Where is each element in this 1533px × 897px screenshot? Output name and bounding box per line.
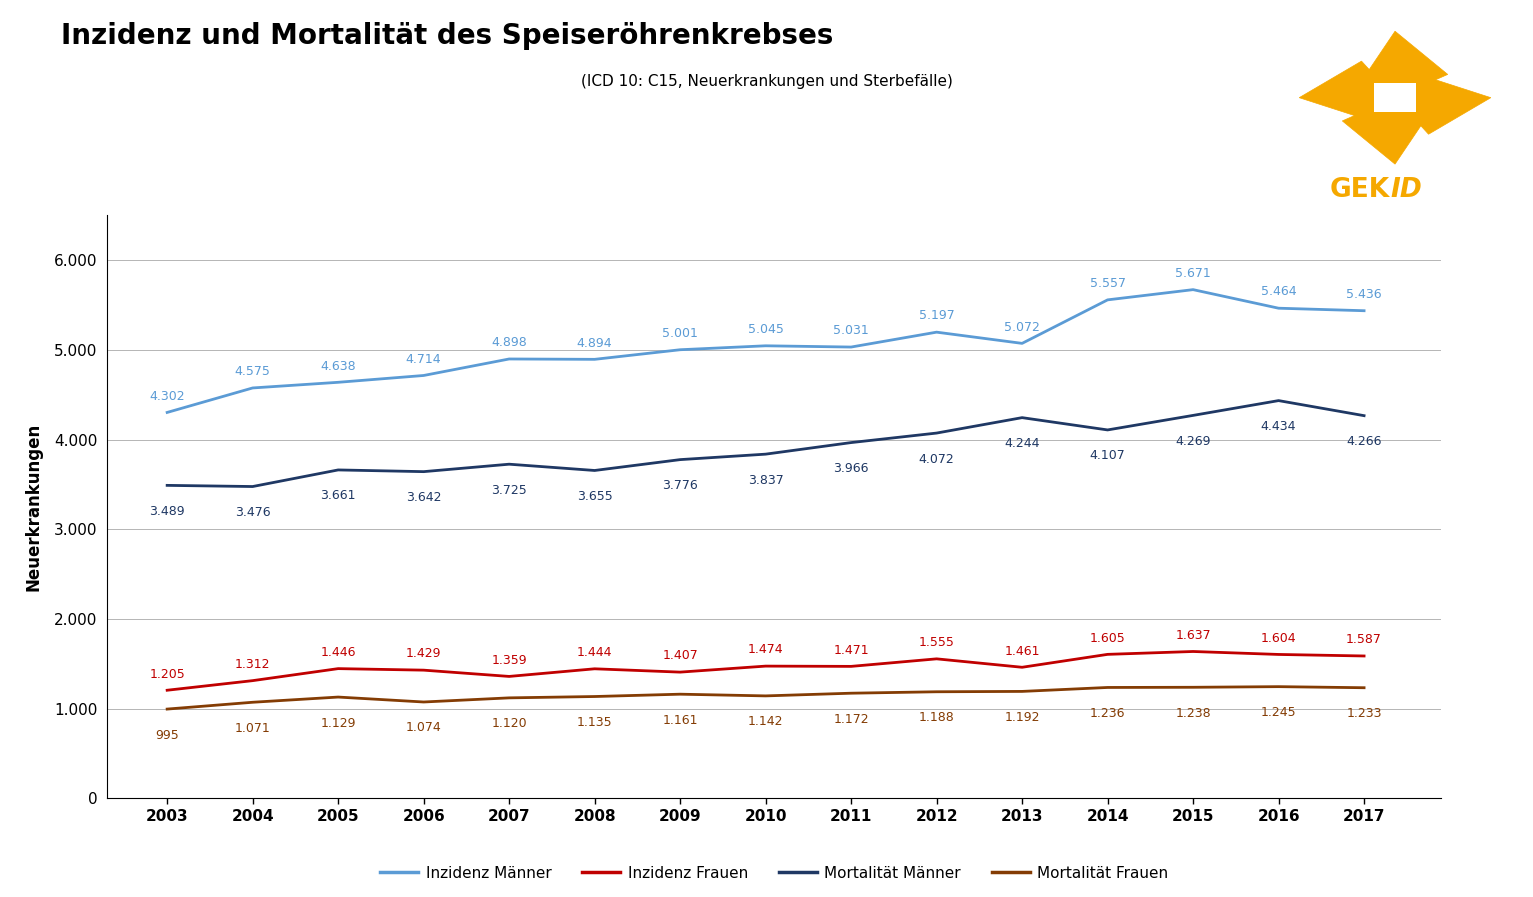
Text: 5.557: 5.557 (1090, 277, 1125, 290)
Text: 1.188: 1.188 (918, 711, 955, 724)
Text: 3.489: 3.489 (149, 505, 185, 518)
Text: 1.074: 1.074 (406, 721, 442, 735)
Text: 1.120: 1.120 (491, 718, 527, 730)
Text: 3.661: 3.661 (320, 490, 356, 502)
Polygon shape (1343, 98, 1429, 164)
Text: 4.898: 4.898 (491, 336, 527, 349)
Text: 1.446: 1.446 (320, 646, 356, 659)
Text: 5.671: 5.671 (1176, 267, 1211, 280)
Text: 1.142: 1.142 (748, 715, 783, 728)
Text: 1.555: 1.555 (918, 636, 955, 649)
Text: 1.071: 1.071 (235, 722, 270, 735)
Text: 3.776: 3.776 (662, 479, 698, 492)
Polygon shape (1374, 83, 1416, 112)
Text: 3.476: 3.476 (235, 506, 270, 519)
Text: 4.266: 4.266 (1346, 435, 1381, 448)
Text: 4.244: 4.244 (1004, 437, 1039, 450)
Text: Inzidenz und Mortalität des Speiseröhrenkrebses: Inzidenz und Mortalität des Speiseröhren… (61, 22, 834, 50)
Text: (ICD 10: C15, Neuerkrankungen und Sterbefälle): (ICD 10: C15, Neuerkrankungen und Sterbe… (581, 74, 952, 89)
Text: 1.587: 1.587 (1346, 633, 1383, 646)
Text: 4.894: 4.894 (576, 336, 613, 350)
Text: 1.637: 1.637 (1176, 629, 1211, 641)
Text: 1.238: 1.238 (1176, 707, 1211, 719)
Text: 1.192: 1.192 (1004, 710, 1039, 724)
Text: 4.575: 4.575 (235, 365, 271, 379)
Text: 3.655: 3.655 (576, 490, 613, 503)
Text: 1.605: 1.605 (1090, 631, 1125, 645)
Text: 3.837: 3.837 (748, 474, 783, 486)
Text: 5.001: 5.001 (662, 327, 698, 340)
Text: 1.474: 1.474 (748, 643, 783, 657)
Text: 1.461: 1.461 (1004, 645, 1039, 658)
Text: 4.269: 4.269 (1176, 435, 1211, 448)
Text: 5.436: 5.436 (1346, 288, 1381, 301)
Text: 1.205: 1.205 (149, 667, 185, 681)
Text: 1.233: 1.233 (1346, 707, 1381, 720)
Text: 4.714: 4.714 (406, 353, 442, 366)
Text: 3.966: 3.966 (834, 462, 869, 475)
Text: 5.197: 5.197 (918, 309, 955, 322)
Text: 4.107: 4.107 (1090, 449, 1125, 462)
Legend: Inzidenz Männer, Inzidenz Frauen, Mortalität Männer, Mortalität Frauen: Inzidenz Männer, Inzidenz Frauen, Mortal… (374, 859, 1174, 887)
Text: 1.359: 1.359 (491, 654, 527, 666)
Text: 4.638: 4.638 (320, 360, 356, 372)
Text: 5.031: 5.031 (834, 325, 869, 337)
Text: 5.072: 5.072 (1004, 320, 1039, 334)
Polygon shape (1395, 74, 1490, 135)
Text: 1.604: 1.604 (1260, 631, 1297, 645)
Polygon shape (1361, 31, 1447, 98)
Polygon shape (1298, 61, 1395, 121)
Text: 1.444: 1.444 (576, 646, 612, 659)
Text: 5.464: 5.464 (1260, 285, 1297, 299)
Text: 1.135: 1.135 (576, 716, 613, 729)
Text: 5.045: 5.045 (748, 323, 783, 336)
Text: 1.471: 1.471 (834, 644, 869, 657)
Y-axis label: Neuerkrankungen: Neuerkrankungen (25, 422, 43, 591)
Text: 4.434: 4.434 (1260, 420, 1297, 433)
Text: GEK: GEK (1331, 178, 1390, 204)
Text: 4.302: 4.302 (149, 389, 185, 403)
Text: 1.407: 1.407 (662, 649, 698, 662)
Text: 3.725: 3.725 (491, 483, 527, 497)
Text: 995: 995 (155, 728, 179, 742)
Text: 1.129: 1.129 (320, 717, 356, 729)
Text: 1.245: 1.245 (1260, 706, 1297, 719)
Text: 1.312: 1.312 (235, 658, 270, 671)
Text: 1.161: 1.161 (662, 714, 698, 727)
Text: 3.642: 3.642 (406, 491, 442, 504)
Text: 1.429: 1.429 (406, 648, 442, 660)
Text: 1.172: 1.172 (834, 712, 869, 726)
Text: ID: ID (1390, 178, 1423, 204)
Text: 4.072: 4.072 (918, 452, 955, 466)
Text: 1.236: 1.236 (1090, 707, 1125, 720)
